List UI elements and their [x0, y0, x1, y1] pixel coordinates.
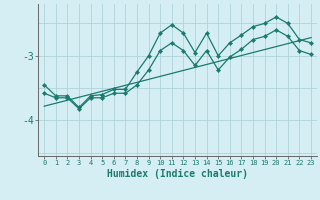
X-axis label: Humidex (Indice chaleur): Humidex (Indice chaleur)	[107, 169, 248, 179]
